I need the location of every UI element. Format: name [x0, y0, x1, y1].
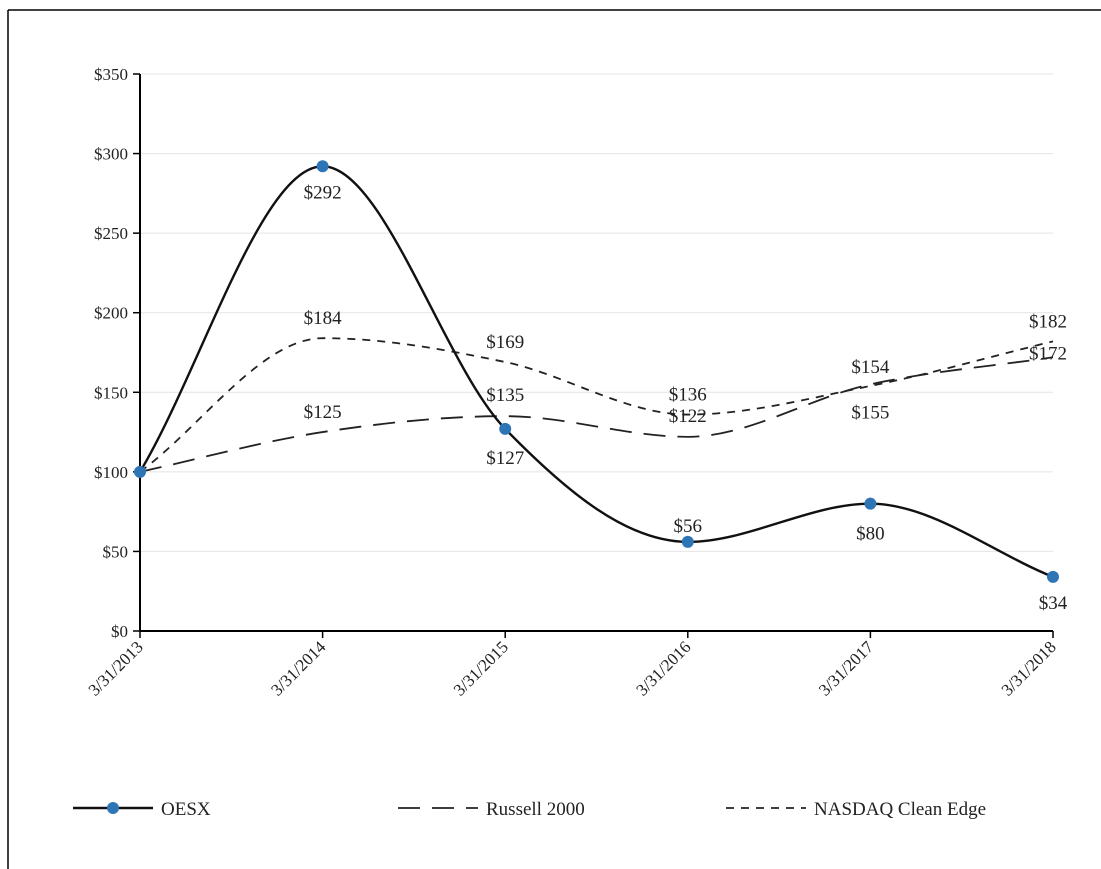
- series-line-russell-2000: [139, 356, 1054, 473]
- data-labels: $292 $127 $56 $80 $34 $125 $135 $122 $155 $172 $18…: [304, 182, 1068, 614]
- x-tick-label: 3/31/2013: [85, 637, 147, 699]
- data-label-nasdaq-clean-edge: $154: [851, 357, 890, 378]
- y-tick-label: $350: [94, 65, 128, 84]
- legend-item-russell-2000: Russell 2000: [398, 799, 585, 820]
- data-label-russell-2000: $122: [669, 406, 707, 427]
- legend-item-nasdaq-clean-edge: NASDAQ Clean Edge: [726, 799, 986, 820]
- axes: $0 $50 $100 $150 $200 $250 $300 $350 3/31/2013 3/…: [85, 65, 1060, 700]
- data-label-oesx: $80: [856, 524, 885, 545]
- y-tick-label: $50: [103, 542, 129, 561]
- data-point-oesx: [1047, 570, 1059, 583]
- data-label-russell-2000: $172: [1029, 343, 1067, 364]
- y-tick-label: $150: [94, 383, 128, 402]
- y-tick-label: $300: [94, 145, 128, 164]
- x-tick-label: 3/31/2017: [815, 637, 878, 700]
- legend-item-oesx: OESX: [73, 799, 211, 820]
- data-label-oesx: $292: [304, 182, 342, 203]
- data-label-nasdaq-clean-edge: $169: [486, 332, 524, 353]
- data-label-nasdaq-clean-edge: $182: [1029, 311, 1067, 332]
- series-line-oesx: [138, 165, 1054, 579]
- data-label-nasdaq-clean-edge: $136: [669, 385, 707, 406]
- data-label-oesx: $127: [486, 448, 524, 469]
- data-point-oesx: [681, 535, 694, 548]
- y-tick-label: $0: [111, 622, 128, 641]
- data-point-oesx: [499, 422, 512, 435]
- data-label-russell-2000: $155: [851, 402, 889, 423]
- legend-label: Russell 2000: [486, 799, 585, 820]
- x-tick-label: 3/31/2015: [450, 637, 512, 699]
- legend-label: OESX: [161, 799, 211, 820]
- legend-marker: [107, 802, 119, 814]
- x-tick-label: 3/31/2018: [998, 637, 1060, 699]
- data-point-oesx: [134, 465, 146, 478]
- data-point-oesx: [864, 497, 877, 510]
- data-label-russell-2000: $125: [304, 402, 342, 423]
- y-tick-label: $250: [94, 224, 128, 243]
- y-tick-label: $200: [94, 304, 128, 323]
- data-label-russell-2000: $135: [486, 385, 524, 406]
- data-label-oesx: $34: [1039, 593, 1068, 614]
- series-lines: [134, 160, 1059, 583]
- data-label-nasdaq-clean-edge: $184: [304, 308, 343, 329]
- x-tick-label: 3/31/2014: [267, 637, 330, 700]
- y-tick-label: $100: [94, 463, 128, 482]
- data-label-oesx: $56: [674, 516, 703, 537]
- legend-label: NASDAQ Clean Edge: [814, 799, 986, 820]
- x-tick-label: 3/31/2016: [632, 637, 694, 699]
- series-line-nasdaq-clean-edge: [139, 337, 1054, 473]
- gridlines: [140, 73, 1053, 552]
- legend: OESX Russell 2000 NASDAQ Clean Edge: [73, 799, 986, 820]
- data-point-oesx: [316, 160, 329, 173]
